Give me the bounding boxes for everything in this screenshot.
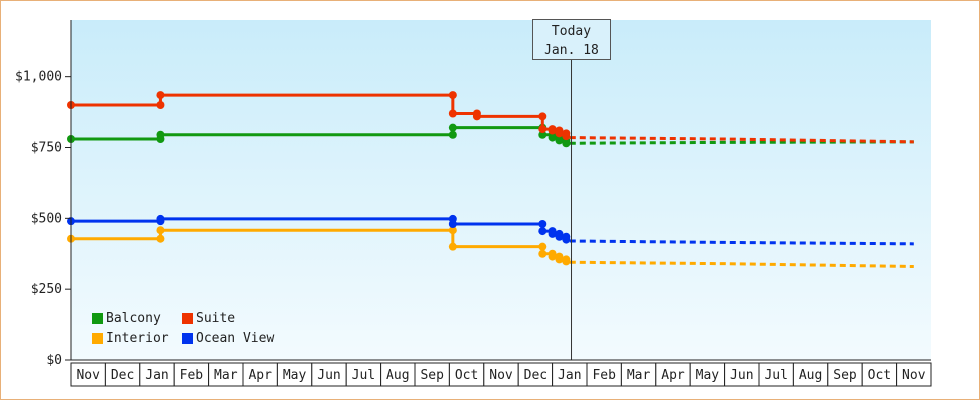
data-point-balcony — [562, 139, 571, 148]
x-tick-label: Oct — [868, 368, 891, 383]
x-tick-label: Aug — [799, 368, 822, 383]
legend-label-suite: Suite — [196, 311, 236, 326]
data-point-ocean-view — [448, 220, 457, 228]
x-tick-label: Dec — [524, 368, 547, 383]
data-point-suite — [472, 112, 481, 121]
x-tick-label: Jan — [145, 368, 168, 383]
data-point-interior — [156, 234, 165, 243]
legend-item-ocean-view: Ocean View — [182, 331, 274, 346]
plot-background — [71, 20, 931, 360]
x-tick-label: May — [696, 368, 720, 383]
x-tick-label: Feb — [592, 368, 616, 383]
data-point-ocean-view — [156, 214, 165, 223]
data-point-suite — [156, 91, 165, 100]
data-point-interior — [555, 255, 564, 264]
y-tick-label: $0 — [46, 353, 62, 368]
data-point-ocean-view — [548, 229, 557, 238]
x-tick-label: Jun — [317, 368, 340, 383]
x-tick-label: Sep — [420, 368, 444, 383]
data-point-balcony — [538, 130, 547, 139]
x-tick-label: Nov — [76, 368, 100, 383]
legend-label-ocean-view: Ocean View — [196, 331, 275, 346]
data-point-ocean-view — [538, 227, 547, 236]
x-tick-label: Mar — [214, 368, 238, 383]
data-point-ocean-view — [555, 232, 564, 241]
legend-item-balcony: Balcony — [92, 311, 161, 326]
y-tick-label: $250 — [31, 282, 62, 297]
data-point-suite — [548, 126, 557, 135]
legend-swatch-balcony — [92, 313, 103, 324]
x-tick-label: Apr — [248, 368, 272, 383]
data-point-suite — [156, 101, 165, 109]
data-point-interior — [448, 226, 457, 235]
x-tick-label: Jul — [352, 368, 375, 383]
data-point-interior — [562, 257, 571, 266]
data-point-suite — [562, 132, 571, 141]
x-tick-label: Jun — [730, 368, 753, 383]
data-point-balcony — [555, 136, 564, 145]
x-tick-label: Nov — [489, 368, 513, 383]
data-point-ocean-view — [538, 220, 547, 228]
legend-label-balcony: Balcony — [106, 311, 161, 326]
data-point-suite — [448, 91, 457, 100]
data-point-interior — [548, 252, 557, 261]
data-point-suite — [538, 125, 547, 134]
data-point-balcony — [156, 130, 165, 139]
data-point-suite — [448, 109, 457, 118]
series-forecast-suite — [569, 136, 914, 144]
legend-swatch-interior — [92, 333, 103, 344]
x-tick-label: Dec — [111, 368, 134, 383]
x-tick-label: Oct — [455, 368, 478, 383]
data-point-interior — [538, 242, 547, 251]
x-tick-label: Feb — [180, 368, 204, 383]
x-tick-label: Nov — [902, 368, 926, 383]
data-point-balcony — [448, 130, 457, 139]
y-tick-label: $750 — [31, 141, 62, 156]
x-tick-label: Apr — [661, 368, 685, 383]
axis-layer: $0 $250 $500 $750 $1,000 Nov Dec Jan Feb Mar Apr Ma… — [15, 20, 932, 387]
today-date: Jan. 18 — [544, 43, 599, 58]
series-layer — [67, 91, 914, 268]
data-point-balcony — [448, 123, 457, 132]
x-tick-label: Aug — [386, 368, 409, 383]
data-point-interior — [156, 226, 165, 235]
data-point-interior — [538, 249, 547, 258]
legend-swatch-suite — [182, 313, 193, 324]
x-tick-label: Mar — [627, 368, 651, 383]
series-forecast-ocean-view — [569, 239, 914, 246]
data-point-suite — [555, 129, 564, 138]
data-point-interior — [448, 242, 457, 251]
x-tick-label: Jan — [558, 368, 581, 383]
x-month-cell — [896, 362, 932, 387]
legend-item-interior: Interior — [92, 331, 169, 346]
y-tick-label: $1,000 — [15, 70, 62, 85]
legend-swatch-ocean-view — [182, 333, 193, 344]
today-annotation: Today Jan. 18 — [532, 19, 611, 60]
x-tick-label: Jul — [764, 368, 787, 383]
data-point-balcony — [548, 133, 557, 142]
legend-item-suite: Suite — [182, 311, 235, 326]
today-label: Today — [551, 24, 592, 39]
series-forecast-interior — [569, 260, 914, 268]
data-point-ocean-view — [562, 235, 571, 244]
y-tick-label: $500 — [31, 211, 62, 226]
x-tick-label: May — [283, 368, 307, 383]
legend-label-interior: Interior — [106, 331, 169, 346]
data-point-suite — [538, 112, 547, 121]
x-tick-label: Sep — [833, 368, 857, 383]
